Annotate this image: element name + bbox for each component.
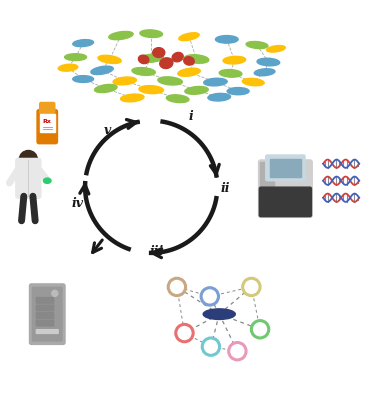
FancyBboxPatch shape <box>259 187 311 217</box>
Ellipse shape <box>65 54 87 60</box>
Ellipse shape <box>219 70 242 77</box>
Circle shape <box>176 324 193 342</box>
Ellipse shape <box>140 30 163 38</box>
Ellipse shape <box>158 77 182 85</box>
Text: i: i <box>189 110 193 123</box>
Ellipse shape <box>113 77 136 85</box>
FancyBboxPatch shape <box>40 114 55 132</box>
Ellipse shape <box>204 78 227 86</box>
Text: ii: ii <box>220 182 230 195</box>
Circle shape <box>202 338 220 355</box>
Ellipse shape <box>98 55 121 64</box>
Ellipse shape <box>179 33 199 41</box>
Ellipse shape <box>257 58 280 66</box>
Ellipse shape <box>184 57 194 65</box>
Ellipse shape <box>121 94 144 102</box>
Ellipse shape <box>242 78 264 86</box>
Ellipse shape <box>203 309 235 320</box>
FancyBboxPatch shape <box>40 102 55 114</box>
Ellipse shape <box>109 32 133 40</box>
Circle shape <box>251 320 269 338</box>
Ellipse shape <box>208 93 231 101</box>
Text: Rx: Rx <box>43 119 52 124</box>
FancyBboxPatch shape <box>36 320 54 326</box>
Ellipse shape <box>185 86 208 94</box>
Ellipse shape <box>246 42 268 48</box>
Circle shape <box>229 342 246 360</box>
Text: v: v <box>104 124 112 136</box>
FancyBboxPatch shape <box>36 330 58 334</box>
Text: iv: iv <box>71 197 84 210</box>
Ellipse shape <box>227 88 249 95</box>
Ellipse shape <box>215 36 238 43</box>
FancyBboxPatch shape <box>29 284 65 344</box>
Ellipse shape <box>138 55 149 64</box>
FancyBboxPatch shape <box>36 313 54 318</box>
Ellipse shape <box>166 95 189 102</box>
FancyBboxPatch shape <box>33 287 62 341</box>
Circle shape <box>19 150 37 169</box>
Ellipse shape <box>139 54 163 62</box>
Ellipse shape <box>91 66 113 74</box>
Ellipse shape <box>73 76 94 82</box>
FancyBboxPatch shape <box>36 305 54 311</box>
Circle shape <box>201 288 218 305</box>
Ellipse shape <box>153 48 165 58</box>
Text: iii: iii <box>150 244 164 258</box>
Ellipse shape <box>58 64 78 71</box>
FancyBboxPatch shape <box>260 162 274 191</box>
Circle shape <box>52 290 58 296</box>
FancyBboxPatch shape <box>37 110 57 144</box>
FancyBboxPatch shape <box>36 298 54 303</box>
Ellipse shape <box>184 55 209 63</box>
FancyBboxPatch shape <box>270 159 301 176</box>
FancyBboxPatch shape <box>266 155 305 181</box>
Ellipse shape <box>172 52 183 62</box>
Circle shape <box>168 278 186 296</box>
Ellipse shape <box>132 68 155 75</box>
Ellipse shape <box>254 69 275 76</box>
Circle shape <box>243 278 260 296</box>
Ellipse shape <box>73 40 93 47</box>
Ellipse shape <box>43 178 51 183</box>
Ellipse shape <box>178 68 200 76</box>
Ellipse shape <box>160 58 173 68</box>
Ellipse shape <box>139 86 163 94</box>
Ellipse shape <box>223 56 246 64</box>
Ellipse shape <box>94 84 117 92</box>
FancyBboxPatch shape <box>259 160 312 217</box>
FancyBboxPatch shape <box>16 158 41 198</box>
Ellipse shape <box>266 46 285 52</box>
